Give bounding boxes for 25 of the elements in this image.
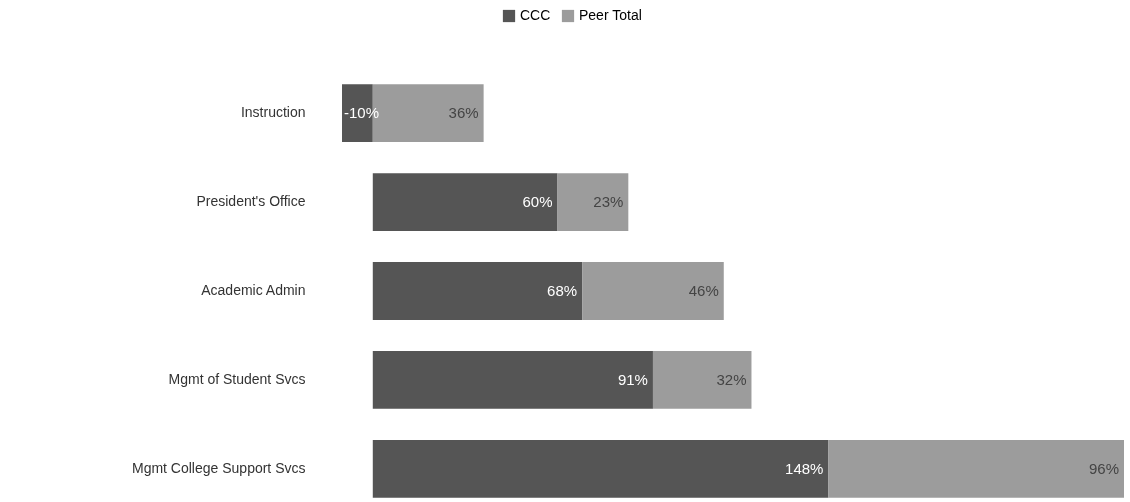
bar <box>372 173 558 231</box>
data-label: 96% <box>1088 459 1119 477</box>
bar <box>372 262 583 320</box>
legend-label: Peer Total <box>579 7 642 23</box>
y-tick-label: Mgmt of Student Svcs <box>168 370 306 387</box>
data-label: 46% <box>688 282 719 299</box>
y-tick-label: President's Office <box>196 193 306 210</box>
data-label: 32% <box>716 370 747 388</box>
bar <box>828 439 1124 498</box>
data-label: -10% <box>344 104 380 122</box>
y-tick-label: Instruction <box>240 104 306 121</box>
data-label: 68% <box>547 282 578 299</box>
bar <box>652 351 752 409</box>
bar <box>372 351 653 409</box>
data-label: 60% <box>522 193 553 211</box>
data-label: 36% <box>448 104 479 122</box>
bar <box>582 262 724 320</box>
bar <box>372 439 829 498</box>
data-label: 91% <box>617 370 648 388</box>
data-label: 23% <box>593 193 624 211</box>
data-label: 148% <box>785 459 824 477</box>
bar <box>557 173 629 231</box>
legend-label: CCC <box>520 7 551 23</box>
y-tick-label: Mgmt College Support Svcs <box>131 459 306 476</box>
y-tick-label: Academic Admin <box>201 282 306 298</box>
